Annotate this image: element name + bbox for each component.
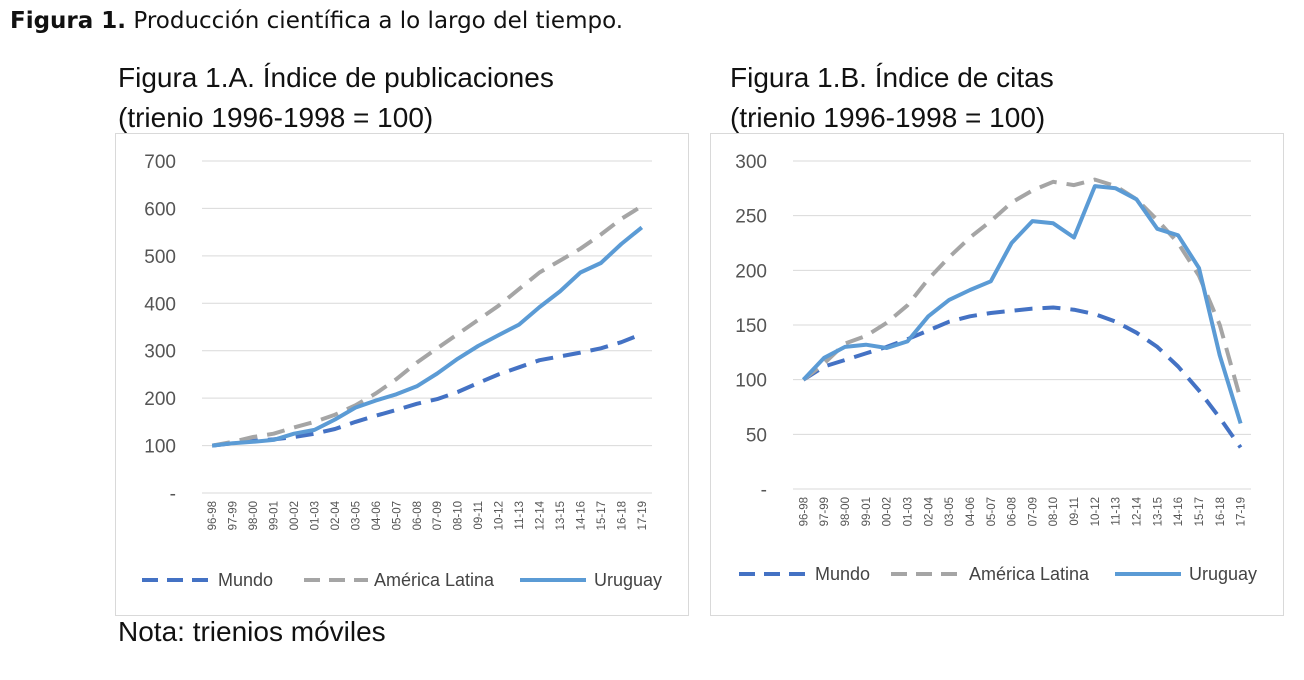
- chart-b-title: Figura 1.B. Índice de citas (trienio 199…: [730, 58, 1054, 138]
- chart-b-title-line1: Figura 1.B. Índice de citas: [730, 62, 1054, 93]
- chart-a-series-latam-line: [211, 204, 643, 448]
- figure-label: Figura 1.: [10, 8, 127, 34]
- chart-a-ytick-label: 500: [144, 247, 176, 268]
- chart-b-xtick-label: 96-98: [798, 497, 810, 526]
- chart-b-legend-mundo-label: Mundo: [815, 564, 870, 584]
- chart-a-title-line2: (trienio 1996-1998 = 100): [118, 102, 434, 133]
- chart-a-legend-uruguay-label: Uruguay: [594, 570, 662, 590]
- chart-a-xtick-label: 10-12: [494, 501, 506, 530]
- figure-title: Figura 1. Producción científica a lo lar…: [10, 8, 623, 34]
- chart-b-xtick-label: 97-99: [819, 497, 831, 526]
- chart-a-ytick-label: 100: [144, 437, 176, 458]
- chart-b-xtick-label: 07-09: [1027, 497, 1039, 526]
- chart-a-xtick-label: 03-05: [350, 501, 362, 530]
- chart-a-xtick-label: 13-15: [555, 501, 567, 530]
- chart-b-xtick-label: 04-06: [965, 497, 977, 526]
- chart-b-ytick-label: 50: [746, 425, 767, 446]
- chart-b-xtick-label: 16-18: [1215, 497, 1227, 526]
- chart-b-xtick-label: 98-00: [840, 497, 852, 526]
- chart-a-xtick-label: 97-99: [228, 501, 240, 530]
- chart-a-xtick-label: 14-16: [575, 501, 587, 530]
- chart-b-ytick-label: 300: [735, 152, 767, 173]
- chart-b-title-line2: (trienio 1996-1998 = 100): [730, 102, 1046, 133]
- chart-b-xtick-label: 13-15: [1152, 497, 1164, 526]
- chart-b-xtick-label: 10-12: [1090, 497, 1102, 526]
- chart-b-xtick-label: 15-17: [1194, 497, 1206, 526]
- chart-a-xtick-label: 01-03: [310, 501, 322, 530]
- chart-a-xtick-label: 04-06: [371, 501, 383, 530]
- chart-b-ytick-label: 100: [735, 371, 767, 392]
- chart-b-xtick-label: 17-19: [1236, 497, 1248, 526]
- chart-b-xtick-label: 03-05: [944, 497, 956, 526]
- figure-caption: Producción científica a lo largo del tie…: [126, 8, 624, 34]
- chart-a-legend-mundo-label: Mundo: [218, 570, 273, 590]
- chart-b-series-uruguay-line: [801, 184, 1243, 424]
- chart-a-xtick-label: 06-08: [412, 501, 424, 530]
- chart-b-xtick-label: 09-11: [1069, 497, 1081, 526]
- chart-a-ytick-label: 700: [144, 152, 176, 173]
- chart-a-xtick-label: 05-07: [391, 501, 403, 530]
- chart-b-xtick-label: 00-02: [882, 497, 894, 526]
- chart-b-series-mundo-line: [802, 305, 1243, 449]
- chart-a-xtick-label: 11-13: [514, 501, 526, 530]
- chart-b-xtick-label: 99-01: [861, 497, 873, 526]
- chart-a-ytick-label: -: [170, 484, 176, 505]
- chart-a-xtick-label: 08-10: [453, 501, 465, 530]
- chart-b-svg: - 50 100 150 200 250 300 96-98 97-99 98-00 99-01 00…: [735, 152, 1257, 584]
- chart-b-xtick-label: 14-16: [1173, 497, 1185, 526]
- chart-a-ytick-label: 300: [144, 342, 176, 363]
- chart-a-xtick-label: 96-98: [207, 501, 219, 530]
- chart-a-xtick-label: 15-17: [596, 501, 608, 530]
- chart-a-xtick-label: 17-19: [637, 501, 649, 530]
- figure-note: Nota: trienios móviles: [118, 616, 386, 647]
- chart-b-xtick-label: 12-14: [1132, 496, 1144, 526]
- chart-b-xtick-label: 05-07: [986, 497, 998, 526]
- chart-b-ytick-label: 200: [735, 261, 767, 282]
- chart-b-plot-area: - 50 100 150 200 250 300 96-98 97-99 98-00 99-01 00…: [710, 133, 1284, 616]
- chart-b-xtick-label: 08-10: [1048, 497, 1060, 526]
- chart-b-xtick-label: 01-03: [903, 497, 915, 526]
- chart-a-xtick-label: 98-00: [248, 501, 260, 530]
- chart-a-title-line1: Figura 1.A. Índice de publicaciones: [118, 62, 554, 93]
- chart-a-xtick-label: 07-09: [432, 501, 444, 530]
- chart-a-xtick-label: 12-14: [535, 500, 547, 530]
- chart-a-xtick-label: 09-11: [473, 501, 485, 530]
- chart-a-legend-latam-label: América Latina: [374, 570, 495, 590]
- chart-b-legend-uruguay-label: Uruguay: [1189, 564, 1257, 584]
- chart-b-ytick-label: -: [761, 480, 767, 501]
- chart-a-xtick-label: 99-01: [269, 501, 281, 530]
- chart-b-ytick-label: 250: [735, 207, 767, 228]
- chart-b-xtick-label: 11-13: [1111, 497, 1123, 526]
- chart-a-series-uruguay-line: [211, 225, 644, 448]
- chart-a-xtick-label: 16-18: [616, 501, 628, 530]
- chart-a-xtick-label: 02-04: [330, 500, 342, 530]
- chart-b-xtick-label: 06-08: [1007, 497, 1019, 526]
- chart-a-title: Figura 1.A. Índice de publicaciones (tri…: [118, 58, 554, 138]
- chart-a-plot-area: - 100 200 300 400 500 600 700 96-98 97-99 98-00 99-…: [115, 133, 689, 616]
- chart-b-legend-latam-label: América Latina: [969, 564, 1090, 584]
- chart-b-ytick-label: 150: [735, 316, 767, 337]
- chart-a-svg: - 100 200 300 400 500 600 700 96-98 97-99 98-00 99-…: [142, 152, 662, 590]
- chart-a-ytick-label: 400: [144, 294, 176, 315]
- chart-a-ytick-label: 200: [144, 389, 176, 410]
- chart-a-xtick-label: 00-02: [289, 501, 301, 530]
- chart-a-ytick-label: 600: [144, 199, 176, 220]
- chart-b-xtick-label: 02-04: [923, 496, 935, 526]
